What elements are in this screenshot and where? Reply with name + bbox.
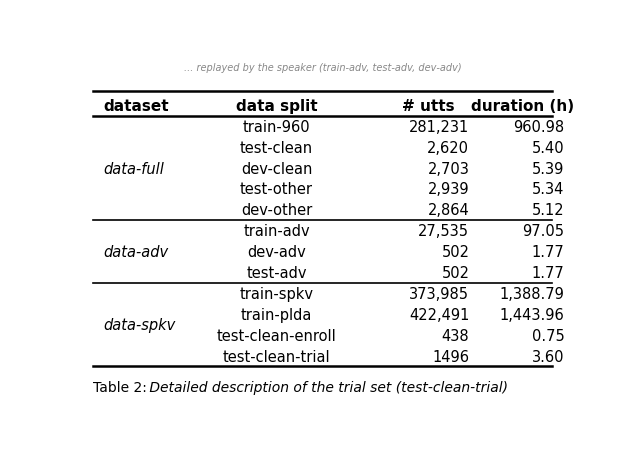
- Text: test-adv: test-adv: [246, 266, 307, 281]
- Text: 97.05: 97.05: [522, 224, 564, 239]
- Text: train-960: train-960: [243, 120, 311, 134]
- Text: 0.75: 0.75: [532, 328, 564, 343]
- Text: Table 2:: Table 2:: [93, 381, 152, 395]
- Text: data split: data split: [236, 99, 318, 114]
- Text: test-clean-enroll: test-clean-enroll: [217, 328, 336, 343]
- Text: train-plda: train-plda: [241, 307, 312, 322]
- Text: 502: 502: [442, 244, 469, 259]
- Text: 438: 438: [442, 328, 469, 343]
- Text: 1.77: 1.77: [532, 266, 564, 281]
- Text: 5.40: 5.40: [532, 140, 564, 155]
- Text: dataset: dataset: [103, 99, 169, 114]
- Text: # utts: # utts: [401, 99, 454, 114]
- Text: test-clean: test-clean: [240, 140, 313, 155]
- Text: 960.98: 960.98: [513, 120, 564, 134]
- Text: test-other: test-other: [240, 182, 313, 197]
- Text: test-clean-trial: test-clean-trial: [222, 349, 330, 364]
- Text: 281,231: 281,231: [409, 120, 469, 134]
- Text: dev-other: dev-other: [241, 203, 312, 218]
- Text: 2,620: 2,620: [427, 140, 469, 155]
- Text: data-spkv: data-spkv: [103, 318, 175, 332]
- Text: data-full: data-full: [103, 161, 164, 176]
- Text: 1.77: 1.77: [532, 244, 564, 259]
- Text: duration (h): duration (h): [471, 99, 575, 114]
- Text: Detailed description of the trial set (test-clean-trial): Detailed description of the trial set (t…: [145, 381, 508, 395]
- Text: 5.39: 5.39: [532, 161, 564, 176]
- Text: train-spkv: train-spkv: [239, 286, 314, 301]
- Text: 1,443.96: 1,443.96: [500, 307, 564, 322]
- Text: 3.60: 3.60: [532, 349, 564, 364]
- Text: 502: 502: [442, 266, 469, 281]
- Text: data-adv: data-adv: [103, 244, 168, 259]
- Text: 2,703: 2,703: [428, 161, 469, 176]
- Text: 5.34: 5.34: [532, 182, 564, 197]
- Text: dev-adv: dev-adv: [247, 244, 306, 259]
- Text: 1,388.79: 1,388.79: [500, 286, 564, 301]
- Text: ... replayed by the speaker (train-adv, test-adv, dev-adv): ... replayed by the speaker (train-adv, …: [184, 63, 462, 73]
- Text: dev-clean: dev-clean: [241, 161, 312, 176]
- Text: 5.12: 5.12: [532, 203, 564, 218]
- Text: 373,985: 373,985: [410, 286, 469, 301]
- Text: 1496: 1496: [432, 349, 469, 364]
- Text: train-adv: train-adv: [243, 224, 310, 239]
- Text: 2,939: 2,939: [428, 182, 469, 197]
- Text: 2,864: 2,864: [428, 203, 469, 218]
- Text: 27,535: 27,535: [418, 224, 469, 239]
- Text: 422,491: 422,491: [409, 307, 469, 322]
